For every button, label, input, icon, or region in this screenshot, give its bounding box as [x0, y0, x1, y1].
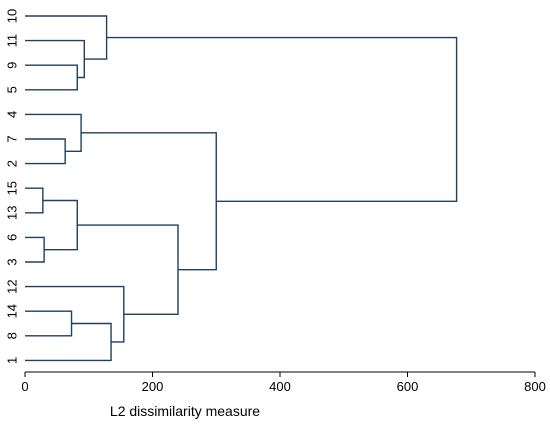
- leaf-label: 14: [5, 304, 20, 318]
- x-tick-label: 400: [269, 379, 291, 394]
- dendrogram-link: [25, 64, 78, 91]
- dendrogram-link: [25, 322, 112, 362]
- dendrogram-link: [25, 15, 108, 60]
- leaf-label: 2: [5, 160, 20, 167]
- leaf-label: 6: [5, 234, 20, 241]
- dendrogram-link: [25, 113, 82, 152]
- leaf-label: 7: [5, 135, 20, 142]
- leaf-label: 5: [5, 86, 20, 93]
- leaf-label: 4: [5, 111, 20, 118]
- x-tick-label: 800: [524, 379, 546, 394]
- x-axis: 0 200 400 600 800: [21, 371, 546, 394]
- dendrogram-link: [25, 285, 125, 343]
- dendrogram-links: [25, 15, 458, 362]
- leaf-label: 3: [5, 258, 20, 265]
- dendrogram-link: [25, 310, 73, 337]
- dendrogram-link: [25, 187, 44, 214]
- dendrogram-link: [25, 39, 85, 79]
- leaf-label: 13: [5, 206, 20, 220]
- leaf-label: 9: [5, 62, 20, 69]
- leaf-label: 1: [5, 357, 20, 364]
- leaf-label: 8: [5, 332, 20, 339]
- x-axis-title: L2 dissimilarity measure: [110, 403, 260, 419]
- dendrogram-link: [81, 132, 217, 271]
- dendrogram-link: [25, 236, 45, 263]
- dendrogram-link: [77, 224, 179, 315]
- leaf-label: 11: [5, 34, 20, 48]
- x-tick-label: 0: [21, 379, 28, 394]
- x-tick-label: 200: [142, 379, 164, 394]
- dendrogram-link: [25, 138, 66, 165]
- dendrogram-link: [106, 36, 458, 202]
- leaf-label: 15: [5, 181, 20, 195]
- dendrogram-link: [42, 199, 78, 251]
- x-tick-label: 600: [397, 379, 419, 394]
- leaf-labels: 10 11 9 5 4 7 2 15 13 6 3 12 14 8 1: [5, 9, 20, 364]
- leaf-label: 10: [5, 9, 20, 23]
- leaf-label: 12: [5, 279, 20, 293]
